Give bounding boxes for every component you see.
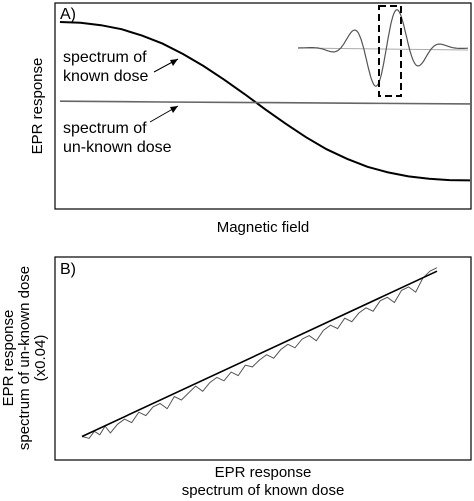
panel-a-ylabel: EPR response [29, 58, 46, 155]
panel-b: B) EPR response spectrum of known dose E… [0, 256, 472, 499]
annotation-unknown-arrowhead [170, 106, 178, 113]
panel-b-data-line [81, 267, 438, 439]
panel-b-xlabel-line-1: EPR response [215, 464, 312, 481]
inset-dashed-box [378, 5, 402, 97]
annotation-unknown-line-2: un-known dose [63, 139, 172, 156]
panel-b-ylabel-line-1: EPR response [0, 310, 17, 407]
panel-b-fit-line [81, 270, 438, 438]
panel-b-ylabel-line-3: (x0.04) [32, 335, 49, 382]
panel-b-xlabel-line-2: spectrum of known dose [182, 482, 345, 499]
annotation-known-line-1: spectrum of [63, 49, 147, 66]
panel-a-frame [54, 2, 472, 210]
annotation-known-arrowhead [170, 59, 178, 66]
panel-a-series-unknown [59, 100, 471, 105]
inset-unknown-line [297, 47, 469, 51]
panel-b-frame [54, 256, 472, 461]
panel-a-label: A) [60, 6, 76, 23]
inset-spectrum [297, 5, 469, 97]
panel-a-series-known [59, 21, 471, 182]
annotation-unknown-line-1: spectrum of [63, 120, 147, 137]
panel-a-xlabel: Magnetic field [217, 219, 310, 236]
panel-b-ylabel-line-2: spectrum of un-known dose [16, 266, 33, 450]
panel-a: A) Magnetic field EPR response spectrum … [29, 2, 472, 236]
inset-known-line [298, 9, 468, 87]
annotation-known-line-2: known dose [63, 68, 148, 85]
panel-b-label: B) [60, 261, 76, 278]
